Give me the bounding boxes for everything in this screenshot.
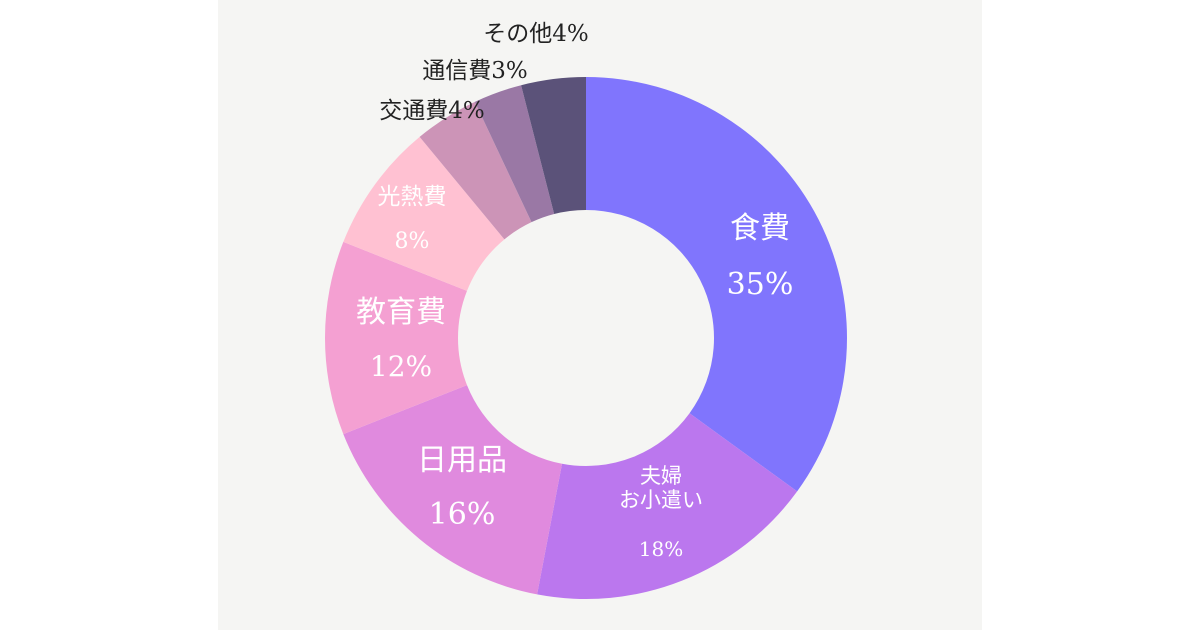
slice-label-0: 食費 35% <box>727 211 794 302</box>
slice-label-6: 通信費3% <box>422 58 528 84</box>
slice-name: 教育費 <box>356 295 446 330</box>
slice-percent: 8% <box>395 229 430 254</box>
slice-name: 日用品 <box>417 443 507 478</box>
slice-label-text: その他4% <box>483 21 589 47</box>
slice-1 <box>537 413 798 599</box>
slice-percent: 18% <box>639 537 683 561</box>
slice-0 <box>586 77 847 492</box>
slice-name: 食費 <box>730 211 790 246</box>
slice-percent: 16% <box>429 497 496 532</box>
slice-4 <box>343 136 505 291</box>
slice-label-2: 日用品 16% <box>417 443 507 532</box>
slice-label-7: その他4% <box>483 21 589 47</box>
slice-3 <box>324 241 467 435</box>
slice-name: 夫婦 <box>640 464 682 488</box>
slice-2 <box>343 385 563 595</box>
slice-label-text: 通信費3% <box>422 58 528 84</box>
slice-6 <box>474 85 555 223</box>
slice-label-4: 光熱費 8% <box>378 184 447 254</box>
slice-label-5: 交通費4% <box>379 98 485 124</box>
slice-name: お小遣い <box>619 488 703 512</box>
slice-7 <box>521 77 586 215</box>
slice-name: 光熱費 <box>378 184 447 210</box>
slice-label-3: 教育費 12% <box>356 295 446 383</box>
slice-percent: 12% <box>370 350 432 383</box>
slice-percent: 35% <box>727 267 794 302</box>
slice-5 <box>419 101 532 240</box>
slice-label-text: 交通費4% <box>379 98 485 124</box>
